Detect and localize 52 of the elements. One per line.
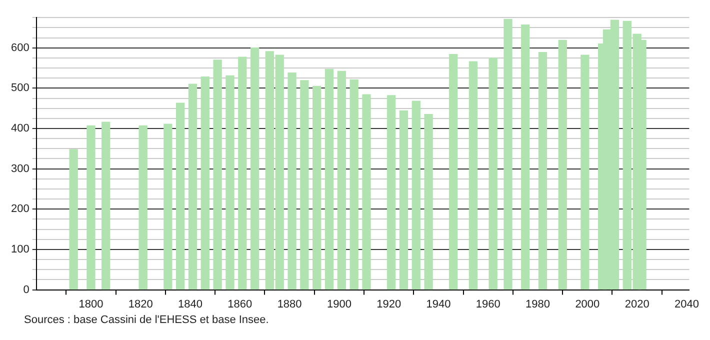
bar (412, 100, 420, 290)
bar (488, 58, 498, 290)
bar (300, 80, 309, 290)
bar (69, 149, 78, 290)
bar (558, 40, 567, 290)
x-tick-label: 1960 (476, 298, 500, 310)
bar (386, 95, 396, 290)
bar (176, 102, 185, 290)
x-tick-label: 1980 (526, 298, 550, 310)
x-tick-label: 1900 (326, 298, 352, 310)
x-tick-label: 1920 (376, 298, 402, 310)
bar (250, 48, 260, 290)
x-tick-label: 2040 (674, 298, 699, 310)
y-tick-label: 500 (10, 82, 30, 94)
x-tick-label: 1840 (178, 298, 202, 310)
bar (86, 125, 96, 290)
bar (504, 18, 512, 290)
bar (226, 75, 234, 290)
bar (399, 110, 408, 290)
x-tick-label: 1820 (128, 298, 153, 310)
y-tick-label: 100 (10, 244, 30, 256)
y-tick-label: 0 (23, 284, 30, 296)
bar (580, 54, 590, 290)
bar (468, 61, 478, 290)
source-note: Sources : base Cassini de l'EHESS et base Insee. (24, 314, 270, 326)
bar (324, 68, 334, 290)
x-tick-label: 1800 (78, 298, 104, 310)
bar (449, 54, 458, 290)
y-tick-label: 300 (10, 162, 30, 175)
bar (213, 60, 222, 290)
bar (312, 86, 322, 290)
bar (138, 125, 148, 290)
bar (288, 72, 296, 290)
y-tick-label: 200 (10, 203, 30, 216)
y-tick-label: 600 (10, 42, 30, 54)
x-tick-label: 1860 (228, 298, 252, 310)
bar (337, 70, 346, 290)
y-tick-label: 400 (10, 122, 30, 135)
x-tick-label: 2020 (624, 298, 650, 310)
bar (238, 56, 247, 290)
bar (164, 124, 172, 290)
bar (538, 52, 548, 290)
bar (200, 76, 210, 290)
x-tick-label: 1940 (426, 298, 451, 310)
bar (102, 122, 110, 290)
bar (521, 24, 530, 290)
bar (350, 79, 358, 290)
bar (362, 94, 371, 290)
bar (188, 84, 198, 290)
x-tick-label: 2000 (575, 298, 600, 310)
bar (424, 114, 433, 290)
x-tick-label: 1880 (277, 298, 302, 310)
